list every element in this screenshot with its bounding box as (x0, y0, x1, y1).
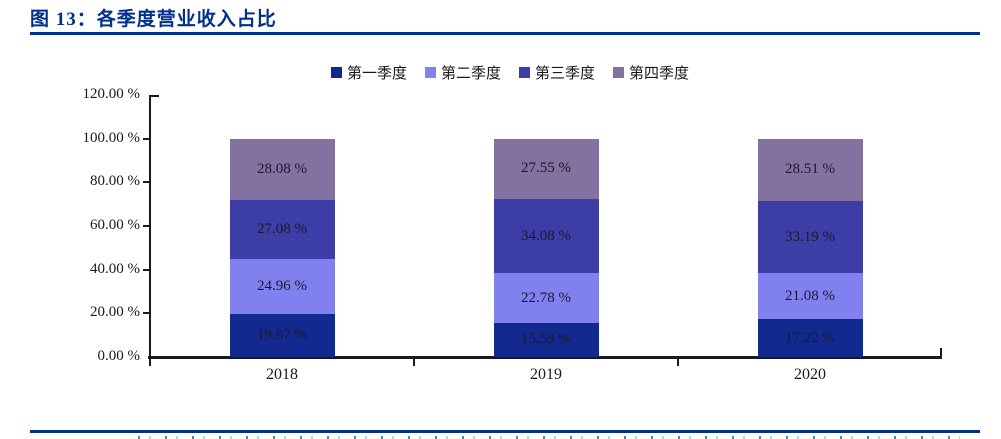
x-axis-category-label: 2018 (266, 366, 298, 383)
bar-segment-2018-q2: 24.96 % (229, 259, 335, 314)
source-text-clipped (138, 436, 960, 439)
segment-data-label: 33.19 % (785, 228, 835, 245)
bar-segment-2020-q1: 17.22 % (757, 319, 863, 357)
legend-swatch-icon (613, 66, 625, 78)
bar-segment-2020-q4: 28.51 % (757, 138, 863, 201)
x-axis-category-label: 2020 (794, 366, 826, 383)
segment-data-label: 34.08 % (521, 227, 571, 244)
bottom-rule (30, 430, 980, 433)
legend-swatch-icon (330, 66, 342, 78)
x-axis-tick (413, 359, 415, 366)
bar-segment-2019-q3: 34.08 % (493, 198, 599, 274)
bar-segment-2020-q3: 33.19 % (757, 200, 863, 274)
y-axis-tick-label: 0.00 % (97, 348, 141, 364)
bar-segment-2019-q2: 22.78 % (493, 273, 599, 323)
legend-label: 第二季度 (440, 65, 501, 82)
y-axis-tick (143, 312, 149, 315)
chart-title: 图 13：各季度营业收入占比 (30, 9, 277, 30)
segment-data-label: 17.22 % (785, 329, 835, 346)
segment-data-label: 27.55 % (521, 160, 571, 177)
bar-segment-2018-q3: 27.08 % (229, 199, 335, 260)
segment-data-label: 27.08 % (257, 221, 307, 238)
bar-segment-2019-q1: 15.59 % (493, 322, 599, 357)
x-axis-tick (677, 359, 679, 366)
y-axis-tick-label: 20.00 % (90, 304, 140, 321)
legend-item-3: 第三季度 (519, 62, 595, 83)
segment-data-label: 22.78 % (521, 289, 571, 306)
legend-item-1: 第一季度 (330, 62, 407, 83)
y-axis-tick-label: 120.00 % (82, 86, 141, 102)
y-axis-tick (143, 268, 149, 271)
segment-data-label: 19.87 % (257, 326, 307, 343)
x-axis-end-cap (940, 348, 942, 356)
x-axis-origin-tick (149, 359, 151, 366)
y-axis-line (149, 95, 151, 358)
y-axis-tick-label: 60.00 % (90, 217, 140, 233)
segment-data-label: 28.08 % (257, 160, 307, 177)
chart-legend: 第一季度 第二季度 第三季度 第四季度 (60, 60, 960, 84)
bar-segment-2020-q2: 21.08 % (757, 273, 863, 320)
segment-data-label: 24.96 % (257, 277, 307, 294)
y-axis-tick (143, 225, 149, 227)
x-axis-line (148, 356, 942, 359)
segment-data-label: 28.51 % (785, 161, 835, 178)
legend-label: 第四季度 (629, 65, 690, 82)
legend-swatch-icon (424, 66, 436, 78)
legend-label: 第一季度 (346, 65, 407, 82)
x-axis-category-label: 2019 (530, 366, 562, 383)
segment-data-label: 21.08 % (785, 287, 835, 304)
title-underline (30, 32, 980, 35)
y-axis-tick-label: 100.00 % (82, 129, 141, 146)
y-axis-tick-label: 40.00 % (90, 260, 140, 277)
segment-data-label: 15.59 % (521, 331, 571, 348)
legend-swatch-icon (519, 66, 530, 78)
legend-label: 第三季度 (535, 65, 596, 82)
y-axis-tick-label: 80.00 % (90, 173, 140, 190)
bar-segment-2018-q1: 19.87 % (229, 313, 335, 357)
y-axis-tick (143, 181, 149, 184)
bar-segment-2018-q4: 28.08 % (229, 138, 335, 200)
y-axis-top-cap (149, 95, 159, 97)
legend-item-2: 第二季度 (424, 62, 501, 83)
legend-item-4: 第四季度 (613, 62, 689, 83)
y-axis-tick (143, 137, 149, 140)
bar-segment-2019-q4: 27.55 % (493, 138, 599, 199)
